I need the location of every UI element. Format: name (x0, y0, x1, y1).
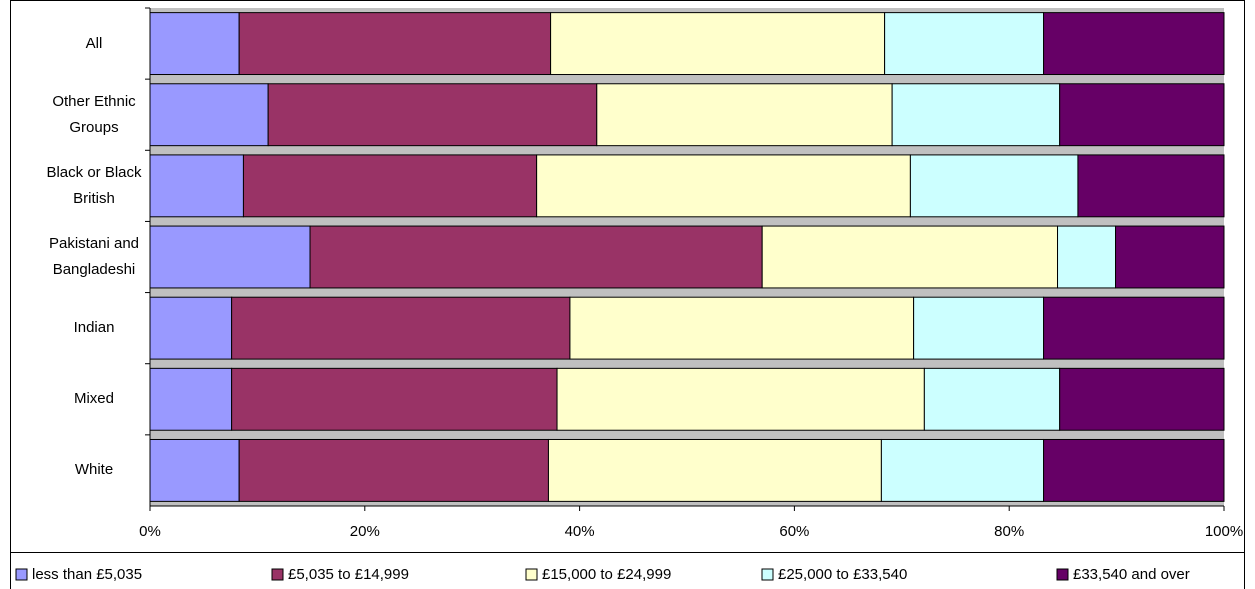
legend-label: £33,540 and over (1073, 566, 1190, 583)
y-tick-label: Black or Black British (46, 163, 142, 207)
bar-segment (149, 438, 240, 502)
x-tick-label: 20% (350, 523, 380, 540)
bar-segment (149, 12, 240, 76)
bar-segment (1043, 438, 1225, 502)
legend-swatch (761, 568, 774, 581)
y-tick-label: Pakistani and Bangladeshi (48, 235, 140, 278)
bar-segment (909, 154, 1079, 218)
legend-swatch (525, 568, 538, 581)
bar-segment (550, 12, 886, 76)
bar-segment (238, 12, 552, 76)
bar-segment (1057, 225, 1117, 289)
bar-segment (1059, 367, 1225, 431)
bar-segment (761, 225, 1059, 289)
bar-segment (547, 438, 882, 502)
bar-segment (1043, 12, 1225, 76)
bar-segment (923, 367, 1061, 431)
bar-segment (149, 83, 269, 147)
legend-label: £15,000 to £24,999 (542, 566, 671, 583)
legend-label: £5,035 to £14,999 (288, 566, 409, 583)
bar-segment (267, 83, 598, 147)
bar-segment (149, 296, 233, 360)
bar-segment (1059, 83, 1225, 147)
y-tick-label: Mixed (73, 390, 114, 408)
bar-segment (1077, 154, 1225, 218)
bar-segment (309, 225, 763, 289)
bar-segment (149, 367, 233, 431)
x-tick-label: 80% (994, 523, 1024, 540)
y-tick-label: Other Ethnic Groups (52, 92, 136, 136)
bar-segment (884, 12, 1045, 76)
bar-segment (149, 225, 311, 289)
y-tick-label: White (74, 461, 114, 479)
legend-swatch (15, 568, 28, 581)
bar-segment (231, 296, 571, 360)
bar-segment (1115, 225, 1225, 289)
bar-segment (596, 83, 893, 147)
bar-segment (238, 438, 549, 502)
bar-segment (149, 154, 244, 218)
bar-segment (913, 296, 1045, 360)
bar-segment (536, 154, 911, 218)
legend-label: less than £5,035 (32, 566, 142, 583)
bar-segment (569, 296, 915, 360)
y-tick-label: Indian (73, 319, 115, 337)
bar-segment (231, 367, 558, 431)
bar-segment (880, 438, 1045, 502)
bar-segment (891, 83, 1061, 147)
bar-segment (242, 154, 538, 218)
x-tick-label: 0% (139, 523, 161, 540)
x-tick-label: 40% (565, 523, 595, 540)
bar-segment (1043, 296, 1225, 360)
frame (10, 0, 1245, 589)
legend-swatch (271, 568, 284, 581)
legend-label: £25,000 to £33,540 (778, 566, 907, 583)
x-tick-label: 60% (779, 523, 809, 540)
bar-segment (556, 367, 925, 431)
legend-swatch (1056, 568, 1069, 581)
x-tick-label: 100% (1205, 523, 1243, 540)
y-tick-label: All (85, 34, 103, 52)
